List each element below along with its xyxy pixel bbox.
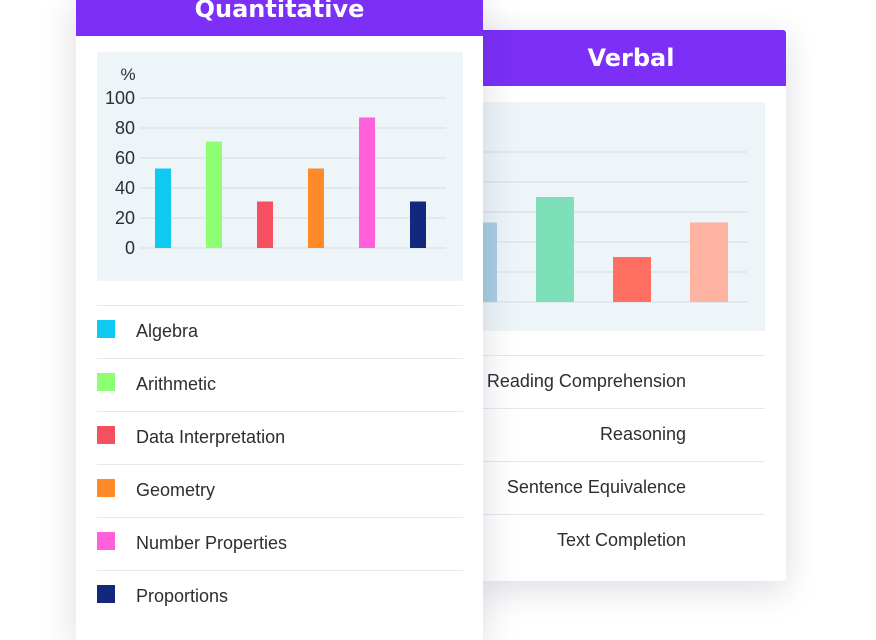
bar bbox=[155, 168, 171, 248]
chart-background bbox=[97, 52, 463, 281]
bar bbox=[257, 201, 273, 248]
quantitative-legend: Algebra Arithmetic Data Interpretation G… bbox=[97, 305, 463, 623]
legend-item-proportions: Proportions bbox=[97, 570, 463, 623]
legend-item-data-interpretation: Data Interpretation bbox=[97, 411, 463, 464]
legend-label: Proportions bbox=[136, 586, 229, 606]
bar bbox=[410, 201, 426, 248]
y-tick-label: 100 bbox=[105, 88, 135, 108]
legend-item-number-properties: Number Properties bbox=[97, 517, 463, 570]
legend-item-geometry: Geometry bbox=[97, 464, 463, 517]
legend-item-algebra: Algebra bbox=[97, 305, 463, 358]
legend-swatch bbox=[97, 320, 115, 338]
bar bbox=[536, 197, 574, 302]
verbal-legend: Reading Comprehension Reasoning Sentence… bbox=[476, 355, 765, 567]
legend-label: Number Properties bbox=[136, 533, 288, 553]
verbal-chart bbox=[476, 102, 765, 331]
legend-swatch bbox=[97, 532, 115, 550]
bar bbox=[308, 168, 324, 248]
legend-label: Algebra bbox=[136, 321, 199, 341]
legend-label: Data Interpretation bbox=[136, 427, 286, 447]
y-axis-unit: % bbox=[120, 65, 135, 84]
legend-label: Reasoning bbox=[599, 424, 686, 444]
y-tick-label: 20 bbox=[115, 208, 135, 228]
legend-item-arithmetic: Arithmetic bbox=[97, 358, 463, 411]
quantitative-title: Quantitative bbox=[76, 0, 483, 36]
legend-swatch bbox=[97, 426, 115, 444]
legend-label: Text Completion bbox=[556, 530, 686, 550]
legend-label: Geometry bbox=[136, 480, 216, 500]
y-tick-label: 80 bbox=[115, 118, 135, 138]
legend-item-reading-comprehension: Reading Comprehension bbox=[476, 355, 765, 408]
legend-item-reasoning: Reasoning bbox=[476, 408, 765, 461]
verbal-title: Verbal bbox=[476, 30, 786, 86]
y-tick-label: 40 bbox=[115, 178, 135, 198]
legend-item-text-completion: Text Completion bbox=[476, 514, 765, 567]
bar bbox=[206, 141, 222, 248]
y-tick-label: 60 bbox=[115, 148, 135, 168]
quantitative-chart: 0 20 40 60 80 100% bbox=[97, 52, 463, 281]
legend-label: Reading Comprehension bbox=[486, 371, 686, 391]
y-tick-label: 0 bbox=[125, 238, 135, 258]
legend-label: Arithmetic bbox=[136, 374, 217, 394]
legend-swatch bbox=[97, 373, 115, 391]
legend-label: Sentence Equivalence bbox=[506, 477, 686, 497]
bar bbox=[613, 257, 651, 302]
bar bbox=[359, 117, 375, 248]
bar bbox=[690, 222, 728, 302]
legend-item-sentence-equivalence: Sentence Equivalence bbox=[476, 461, 765, 514]
legend-swatch bbox=[97, 585, 115, 603]
quantitative-card: Quantitative 0 20 40 60 80 100% Algebra Arith… bbox=[76, 0, 483, 640]
legend-swatch bbox=[97, 479, 115, 497]
verbal-card: Verbal Reading Comprehension Reasoning S… bbox=[476, 30, 786, 581]
